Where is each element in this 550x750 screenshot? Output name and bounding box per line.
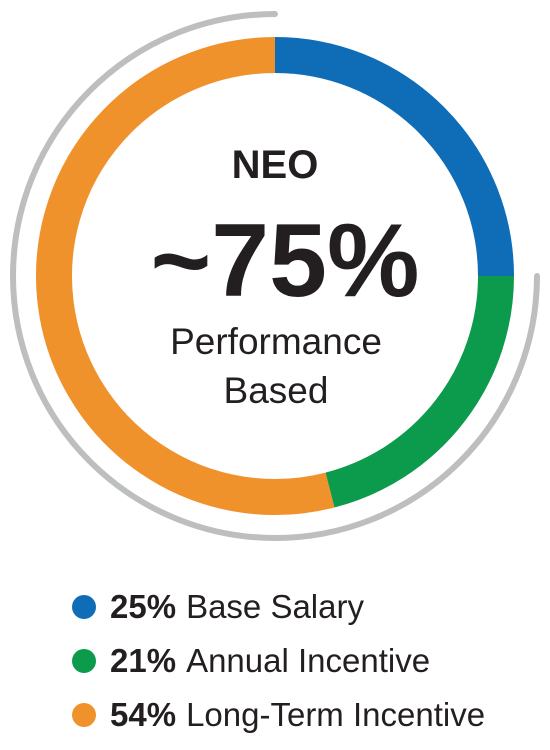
performance-based-arc	[10, 11, 540, 541]
slice-long-term-incentive	[36, 37, 335, 515]
legend-dot	[72, 649, 96, 673]
chart-title: NEO	[232, 143, 319, 187]
subtitle-line-1: Performance	[170, 321, 382, 362]
legend-value: 54%	[110, 696, 177, 733]
legend-item-base-salary: 25% Base Salary	[72, 588, 485, 626]
legend-label: Annual Incentive	[186, 642, 431, 679]
legend: 25% Base Salary 21% Annual Incentive 54%…	[72, 588, 485, 750]
performance-percentage: ~75%	[151, 203, 420, 319]
donut-slices	[36, 37, 514, 515]
legend-dot	[72, 703, 96, 727]
legend-value: 21%	[110, 642, 177, 679]
legend-item-long-term-incentive: 54% Long-Term Incentive	[72, 696, 485, 734]
donut-chart: NEO ~75% Performance Based	[10, 11, 540, 541]
legend-item-annual-incentive: 21% Annual Incentive	[72, 642, 485, 680]
legend-value: 25%	[110, 588, 177, 625]
slice-annual-incentive	[325, 275, 514, 508]
legend-label: Base Salary	[186, 588, 364, 625]
legend-dot	[72, 595, 96, 619]
subtitle-line-2: Based	[224, 370, 329, 411]
slice-base-salary	[274, 37, 514, 277]
legend-label: Long-Term Incentive	[186, 696, 486, 733]
